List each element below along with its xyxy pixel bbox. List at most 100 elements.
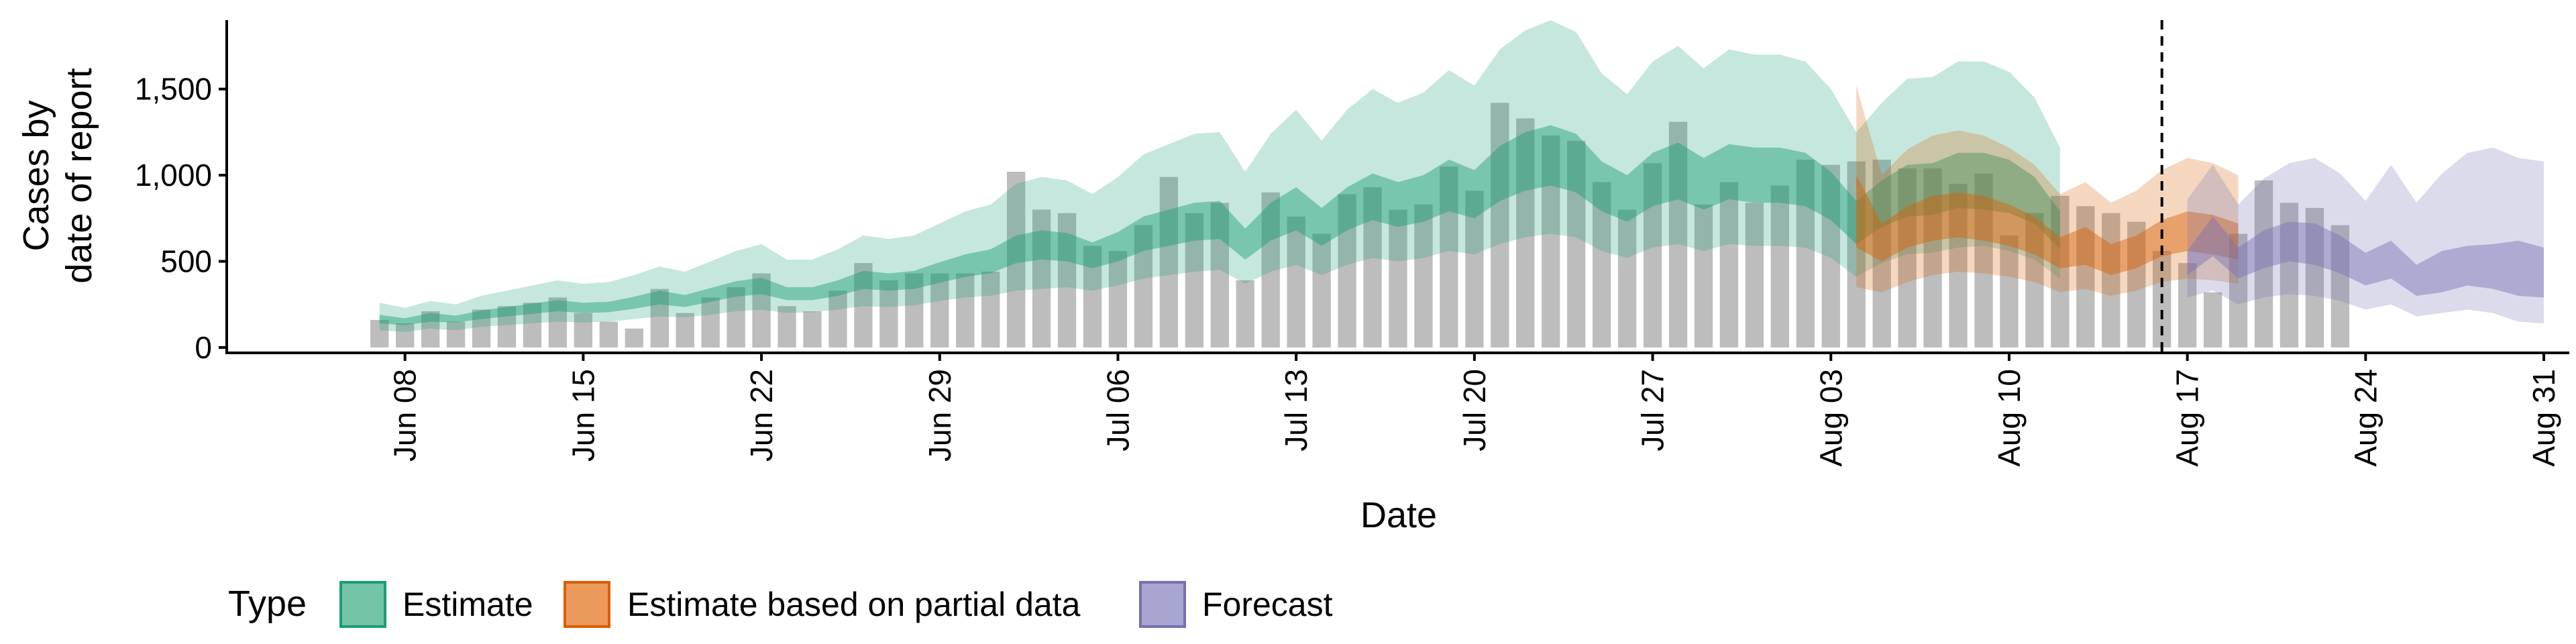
bar xyxy=(1491,103,1509,347)
x-tick-label: Aug 10 xyxy=(1992,369,2027,467)
bar xyxy=(1465,191,1484,347)
partial-band-50 xyxy=(1856,175,2239,276)
bar xyxy=(1414,204,1433,347)
bar xyxy=(1923,168,1942,347)
x-axis-label: Date xyxy=(1360,495,1437,535)
bar xyxy=(905,273,924,347)
bar xyxy=(1006,172,1026,347)
bar xyxy=(599,321,619,347)
bar xyxy=(446,321,466,347)
bar xyxy=(2279,203,2299,347)
y-tick-label: 1,000 xyxy=(135,158,212,193)
bar xyxy=(930,273,949,347)
legend-key-estimate xyxy=(339,581,386,628)
legend-label-partial: Estimate based on partial data xyxy=(627,586,1081,623)
x-tick-label: Jun 29 xyxy=(922,369,957,462)
bands-layer xyxy=(379,20,2544,332)
y-axis-label-line-2: date of report xyxy=(59,68,99,283)
bar xyxy=(1974,173,1993,347)
x-tick-label: Aug 17 xyxy=(2170,369,2205,467)
legend-key-forecast xyxy=(1139,581,1186,628)
ticks-layer: 0 500 1,000 1,500 Jun 08 Jun 15 Jun 22 Jun 29 Ju… xyxy=(135,72,2561,467)
bar xyxy=(1898,168,1917,347)
bar xyxy=(1796,160,1815,348)
bar xyxy=(574,313,593,347)
x-tick-label: Jul 27 xyxy=(1635,369,1670,451)
bar xyxy=(1134,225,1153,347)
axes-layer xyxy=(225,20,2569,354)
bar xyxy=(1770,185,1790,347)
bar xyxy=(1542,136,1560,347)
y-axis-label-line-1: Cases by xyxy=(16,100,56,251)
bar xyxy=(2254,180,2273,347)
bar xyxy=(879,280,898,347)
bar xyxy=(1745,203,1764,347)
bar xyxy=(676,313,694,347)
bar xyxy=(370,319,389,347)
bar xyxy=(1949,184,1968,347)
x-tick-label: Jun 22 xyxy=(744,369,779,462)
bar xyxy=(625,328,643,347)
bar xyxy=(1821,164,1840,347)
bar xyxy=(1185,213,1204,347)
bar xyxy=(2000,235,2019,347)
bar xyxy=(1108,251,1128,347)
bar xyxy=(2178,263,2197,347)
bar xyxy=(1032,209,1051,347)
bar xyxy=(1516,118,1535,347)
bar xyxy=(803,311,822,347)
bar xyxy=(1389,209,1407,347)
y-tick-label: 0 xyxy=(195,330,212,365)
bar xyxy=(2025,213,2044,347)
bar xyxy=(548,297,568,347)
x-tick-label: Aug 03 xyxy=(1813,369,1848,467)
x-tick-label: Jul 13 xyxy=(1279,369,1313,451)
bar xyxy=(701,297,720,347)
bar xyxy=(828,290,847,347)
bar xyxy=(2229,233,2248,347)
forecast-band-90 xyxy=(2187,148,2544,324)
bar xyxy=(2102,213,2121,347)
bar xyxy=(752,273,771,347)
legend: Type Estimate Estimate based on partial … xyxy=(228,581,1333,628)
bar xyxy=(1847,161,1866,348)
bar xyxy=(1719,182,1739,347)
bar xyxy=(2051,195,2070,347)
bar xyxy=(1338,194,1356,347)
bar xyxy=(2076,206,2095,347)
bar xyxy=(1617,209,1637,347)
bar xyxy=(1236,280,1254,347)
bar xyxy=(1363,187,1382,347)
bar xyxy=(1057,213,1077,347)
bar xyxy=(1872,160,1891,348)
bar xyxy=(1592,182,1611,347)
bar xyxy=(854,263,873,347)
bar xyxy=(2305,207,2324,347)
bar xyxy=(981,271,1000,347)
bar xyxy=(777,306,796,347)
estimate-band-50 xyxy=(379,125,2060,325)
bar xyxy=(1440,166,1458,347)
bar xyxy=(396,323,415,347)
legend-label-forecast: Forecast xyxy=(1202,586,1333,623)
bar xyxy=(2330,225,2350,347)
bar xyxy=(1159,176,1179,347)
bar xyxy=(472,309,491,347)
x-tick-label: Jun 08 xyxy=(388,369,423,462)
legend-title: Type xyxy=(228,584,307,624)
bar xyxy=(956,273,975,347)
bar xyxy=(1210,203,1229,347)
bar xyxy=(497,306,517,347)
bar xyxy=(2127,221,2146,347)
bar xyxy=(727,287,745,347)
bar xyxy=(1643,163,1662,347)
x-tick-label: Jul 06 xyxy=(1100,369,1135,451)
bar xyxy=(523,303,542,347)
bar xyxy=(1083,246,1102,347)
bar xyxy=(1694,204,1713,347)
x-tick-label: Jun 15 xyxy=(566,369,600,462)
partial-band-90 xyxy=(1856,85,2239,296)
estimate-band-90 xyxy=(379,20,2060,332)
bar xyxy=(1567,140,1586,348)
